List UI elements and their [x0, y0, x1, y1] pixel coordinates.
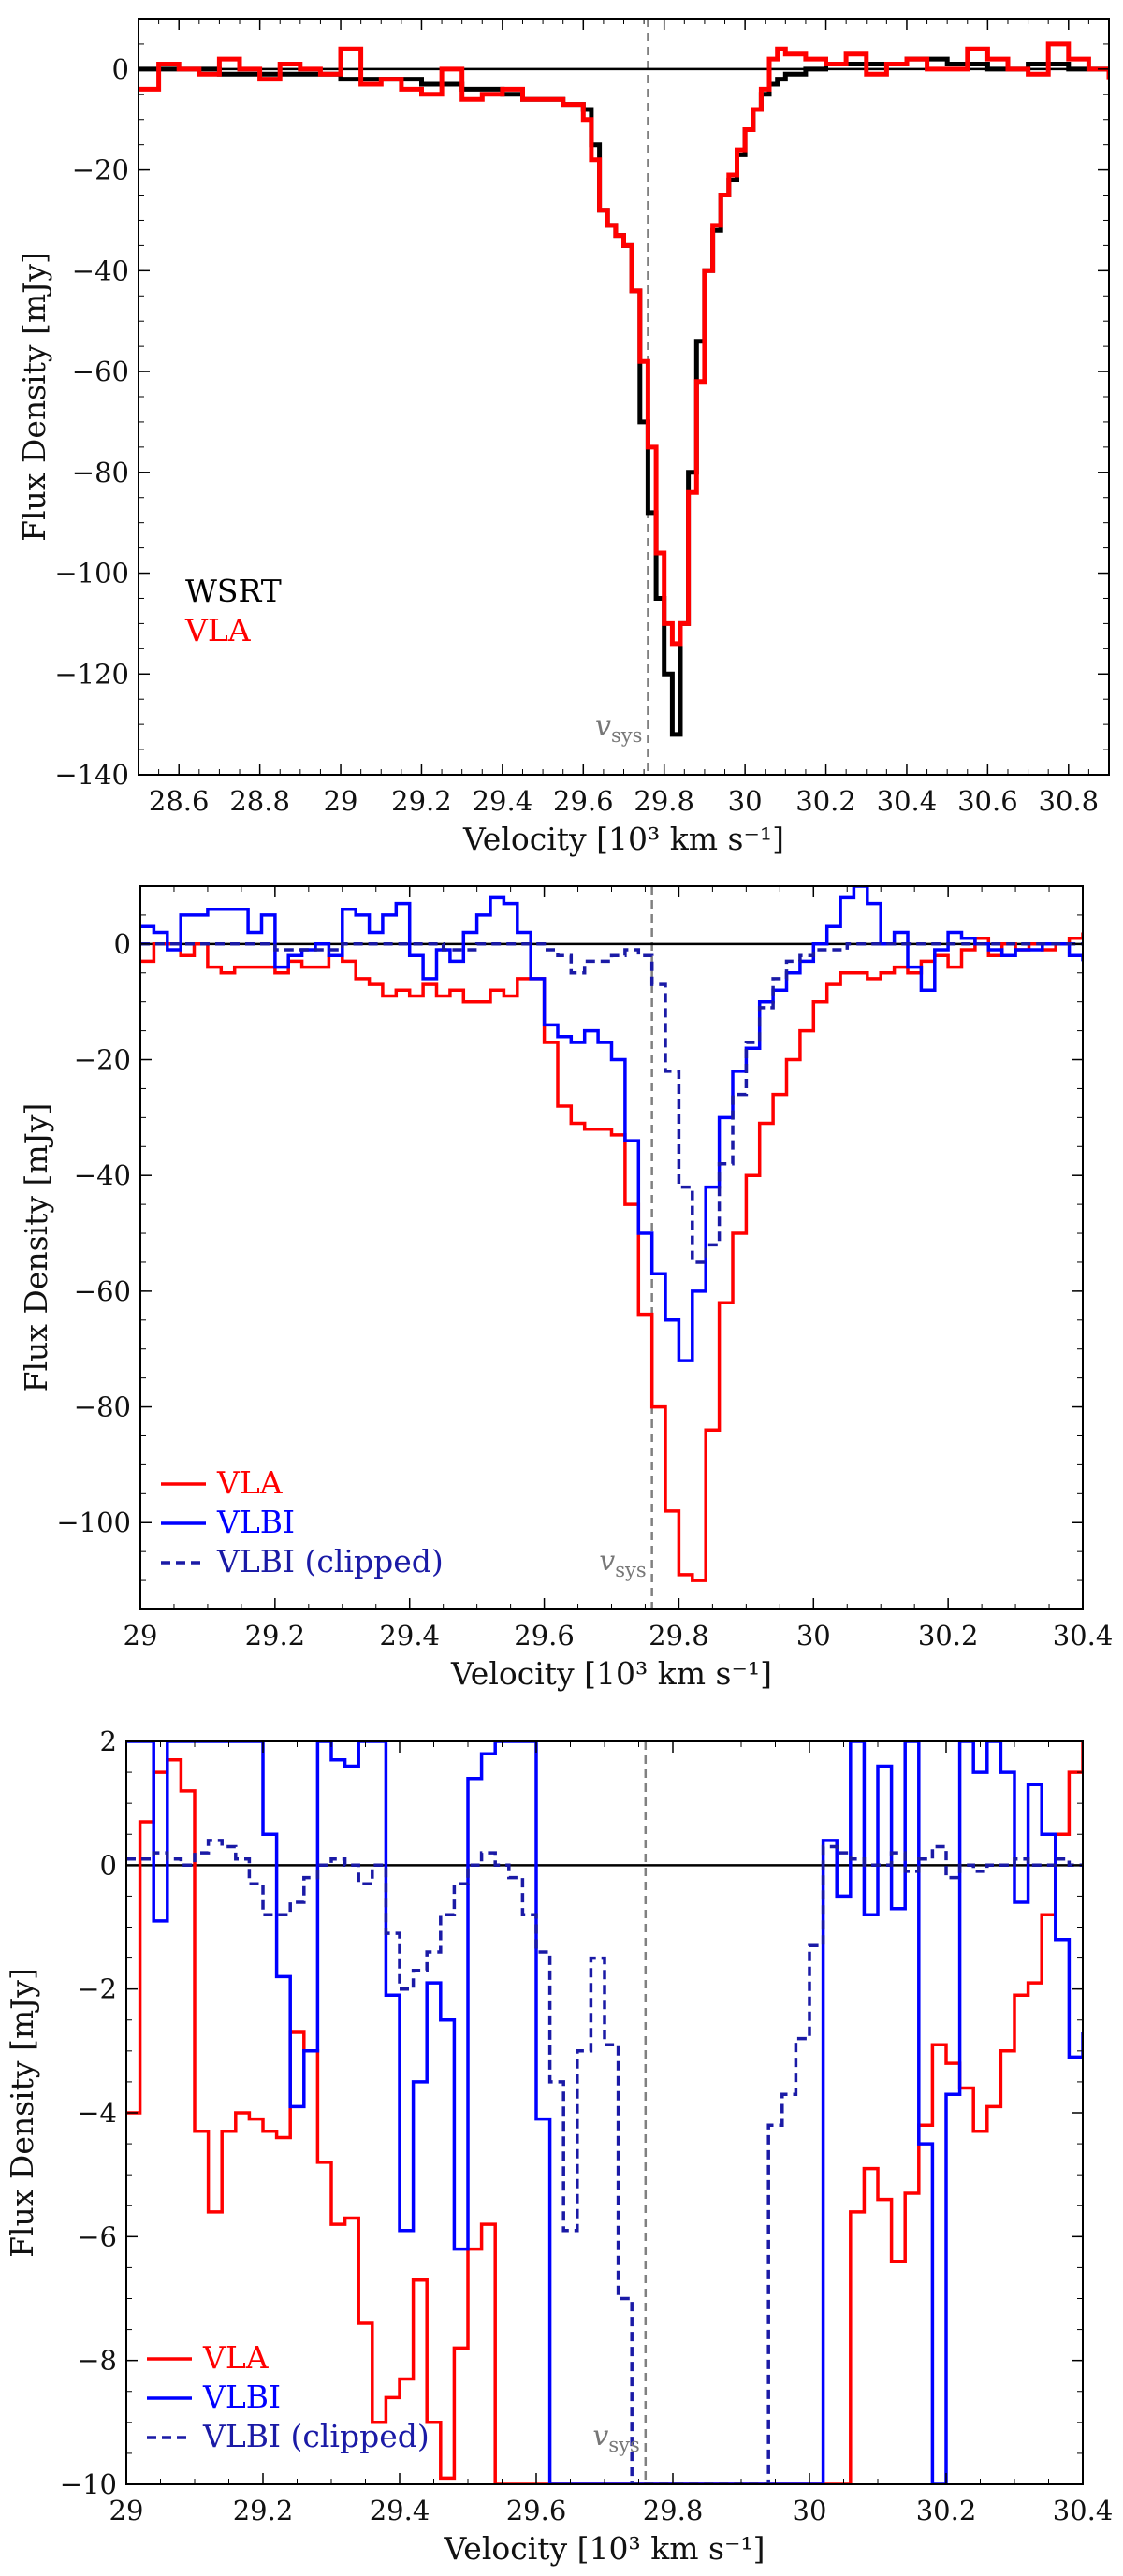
x-tick-label: 29	[109, 2495, 144, 2526]
x-tick-label: 29.8	[649, 1620, 709, 1652]
x-tick-label: 29.4	[370, 2495, 430, 2526]
y-tick-label: −80	[72, 457, 129, 488]
plot-area	[139, 41, 1109, 737]
legend-label: VLA	[202, 2339, 270, 2376]
x-axis-label: Velocity [10³ km s⁻¹]	[443, 2530, 765, 2567]
chart-panel-3: 29 29.2 29.4 29.6 29.8 30 30.2 30.4 2 0 −2 −4 −6 −8 −1…	[4, 1725, 1113, 2567]
vsys-label: vsys	[595, 710, 642, 747]
x-tick-label: 29.6	[514, 1620, 575, 1652]
legend-label: VLBI	[202, 2379, 281, 2415]
x-tick-label: 30	[796, 1620, 831, 1652]
y-tick-label: 2	[100, 1725, 117, 1757]
x-tick-label: 29.6	[553, 785, 614, 817]
x-tick-label: 29.2	[391, 785, 452, 817]
x-tick-label: 29.8	[643, 2495, 704, 2526]
plot-frame	[139, 885, 1084, 1610]
x-tick-label: 29.8	[634, 785, 694, 817]
chart-panel-1: 28.6 28.8 29 29.2 29.4 29.6 29.8 30 30.2 30.4 30.6…	[16, 18, 1110, 857]
legend-label: VLA	[216, 1464, 284, 1501]
x-tick-label: 30.2	[916, 2495, 977, 2526]
x-tick-label: 30.6	[957, 785, 1018, 817]
x-tick-label: 29.4	[379, 1620, 440, 1652]
y-tick-label: −60	[72, 356, 129, 387]
y-tick-label: −60	[74, 1275, 131, 1307]
legend-label: VLBI (clipped)	[202, 2418, 430, 2454]
x-tick-label: 29.4	[473, 785, 533, 817]
x-tick-label: 29.6	[506, 2495, 567, 2526]
series-line-vlbi-clipped	[126, 1839, 1083, 2484]
y-tick-label: −10	[60, 2468, 117, 2500]
y-tick-label: −120	[54, 658, 129, 690]
series-line-vlbi-clipped	[140, 942, 1083, 1264]
y-tick-label: −80	[74, 1391, 131, 1423]
y-axis-label: Flux Density [mJy]	[16, 252, 52, 542]
y-tick-label: −140	[54, 759, 129, 791]
x-tick-label: 29.2	[233, 2495, 294, 2526]
y-tick-label: −40	[72, 255, 129, 286]
y-tick-label: −20	[74, 1044, 131, 1076]
series-line-wsrt	[139, 56, 1109, 737]
x-tick-label: 30.4	[1053, 2495, 1114, 2526]
legend-label: VLBI	[216, 1504, 295, 1540]
legend-label: VLBI (clipped)	[216, 1543, 444, 1579]
x-tick-label: 30	[728, 785, 763, 817]
x-tick-label: 28.8	[229, 785, 290, 817]
series-line-vla	[126, 1741, 1083, 2484]
x-tick-label: 30.2	[918, 1620, 979, 1652]
x-tick-label: 30.4	[1053, 1620, 1114, 1652]
series-line-vla	[139, 41, 1109, 647]
y-tick-label: −4	[77, 2097, 117, 2129]
y-tick-label: 0	[112, 53, 129, 85]
y-tick-label: −100	[54, 558, 129, 589]
x-tick-label: 29	[124, 1620, 158, 1652]
series-line-vlbi	[140, 886, 1083, 1362]
vsys-label: vsys	[599, 1545, 646, 1581]
legend-label-wsrt: WSRT	[185, 573, 282, 609]
y-axis-label: Flux Density [mJy]	[18, 1103, 54, 1393]
y-tick-label: 0	[100, 1849, 117, 1881]
x-tick-label: 30.4	[877, 785, 938, 817]
series-line-vlbi	[126, 1741, 1083, 2484]
y-tick-label: −2	[77, 1973, 117, 2005]
x-tick-label: 30.2	[795, 785, 856, 817]
y-tick-label: −40	[74, 1159, 131, 1191]
y-tick-label: −6	[77, 2220, 117, 2252]
plot-frame	[138, 18, 1110, 776]
x-tick-label: 29.2	[245, 1620, 306, 1652]
x-tick-label: 30	[793, 2495, 827, 2526]
y-tick-label: −20	[72, 154, 129, 186]
x-axis-label: Velocity [10³ km s⁻¹]	[462, 821, 784, 857]
x-axis-label: Velocity [10³ km s⁻¹]	[450, 1655, 772, 1692]
legend-label-vla: VLA	[184, 612, 252, 648]
plot-area	[126, 1741, 1083, 2484]
x-tick-label: 28.6	[149, 785, 210, 817]
y-tick-label: −100	[56, 1506, 131, 1538]
y-tick-label: 0	[114, 928, 131, 960]
chart-panel-2: 29 29.2 29.4 29.6 29.8 30 30.2 30.4 0 −20 −40 −60 −8…	[18, 885, 1114, 1692]
x-tick-label: 30.8	[1039, 785, 1100, 817]
y-tick-label: −8	[77, 2345, 117, 2377]
plot-area	[140, 886, 1083, 1582]
x-tick-label: 29	[324, 785, 358, 817]
plot-frame	[125, 1740, 1084, 2485]
y-axis-label: Flux Density [mJy]	[4, 1968, 40, 2258]
